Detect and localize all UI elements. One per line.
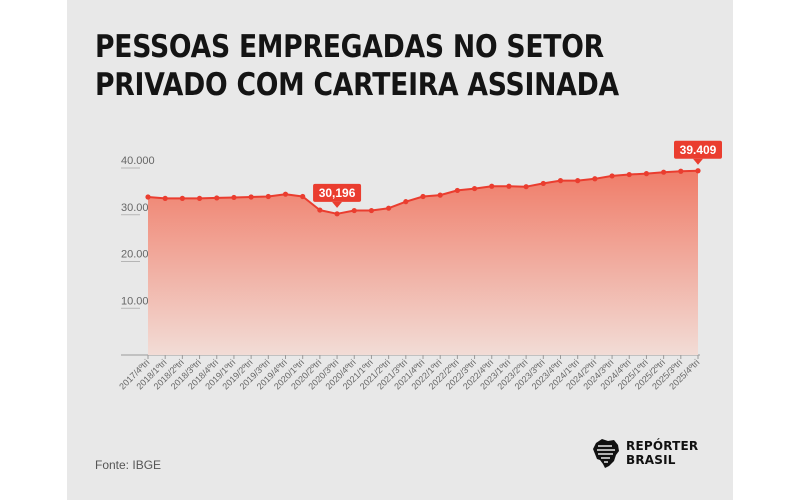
data-point <box>626 171 632 178</box>
data-point <box>317 207 323 213</box>
y-tick-label: 20.000 <box>121 249 155 261</box>
data-point <box>179 195 185 201</box>
y-tick-label: 10.000 <box>121 295 155 307</box>
data-point <box>300 193 306 200</box>
y-tick-label: 40.000 <box>121 155 155 167</box>
data-point <box>282 191 289 197</box>
data-point <box>437 192 443 198</box>
data-point <box>162 195 168 201</box>
data-point <box>214 195 220 201</box>
data-point <box>334 211 340 217</box>
callout-box <box>313 183 362 202</box>
data-point <box>695 168 701 174</box>
data-point <box>506 183 512 189</box>
data-point <box>403 199 409 205</box>
data-point <box>592 176 598 182</box>
data-point <box>351 207 357 214</box>
data-point <box>368 207 375 214</box>
data-point <box>540 180 546 187</box>
data-point <box>609 173 615 179</box>
callout-box <box>674 140 722 159</box>
callout-pointer <box>693 158 703 165</box>
data-point <box>248 194 254 200</box>
data-point <box>196 195 203 201</box>
data-point <box>661 169 667 175</box>
data-point <box>145 194 151 200</box>
title-line-1: PESSOAS EMPREGADAS NO SETOR <box>95 29 604 65</box>
y-tick-label: 30.000 <box>121 202 155 214</box>
source-note: Fonte: IBGE <box>95 458 162 472</box>
value-callout: 39.409 <box>674 140 722 165</box>
value-callout: 30,196 <box>313 183 362 208</box>
data-point <box>575 178 581 184</box>
data-point <box>643 171 650 177</box>
data-point <box>265 193 271 200</box>
data-point <box>489 183 495 189</box>
data-point <box>454 187 460 194</box>
area-fill <box>148 170 698 355</box>
logo-text: REPÓRTER BRASIL <box>626 439 698 467</box>
data-point <box>678 168 684 174</box>
reporter-brasil-logo: REPÓRTER BRASIL <box>592 437 698 469</box>
logo-line-1: REPÓRTER <box>626 439 699 453</box>
data-point <box>231 194 237 201</box>
data-point <box>386 205 392 211</box>
data-point <box>523 184 529 190</box>
callout-label: 39.409 <box>680 143 717 157</box>
data-point <box>471 185 478 192</box>
callout-pointer <box>332 201 343 208</box>
brazil-map-icon <box>593 439 619 468</box>
data-point <box>420 193 426 200</box>
page-title: PESSOAS EMPREGADAS NO SETOR PRIVADO COM … <box>95 28 637 104</box>
title-line-2: PRIVADO COM CARTEIRA ASSINADA <box>95 67 619 103</box>
logo-line-2: BRASIL <box>626 453 676 467</box>
callout-label: 30,196 <box>319 186 356 200</box>
data-point <box>557 178 564 184</box>
